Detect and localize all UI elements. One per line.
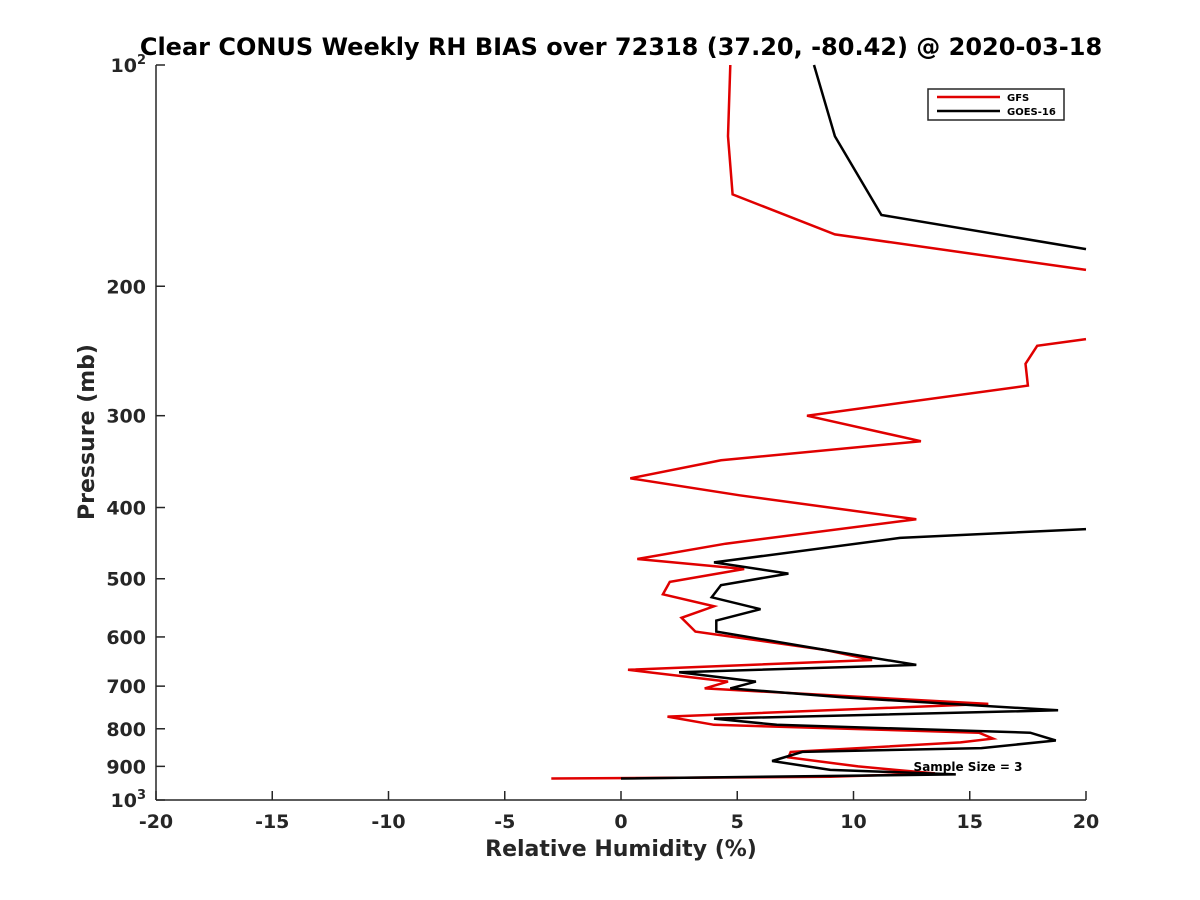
- y-tick-label: 300: [106, 406, 146, 428]
- y-tick-label: 900: [106, 756, 146, 778]
- y-tick-label: 102: [111, 53, 147, 77]
- series-line-goes-16-2: [620, 527, 1087, 780]
- x-tick-label: 0: [614, 811, 627, 833]
- x-tick-label: -5: [494, 811, 515, 833]
- y-tick-label: 200: [106, 276, 146, 298]
- y-tick-label: 500: [106, 569, 146, 591]
- x-tick-label: -15: [255, 811, 289, 833]
- y-tick-label: 400: [106, 498, 146, 520]
- sample-size-annotation: Sample Size = 3: [914, 760, 1023, 774]
- y-ticks: 102 200 300 400 500 600 700 800 900 103: [106, 53, 165, 812]
- x-tick-label: 5: [731, 811, 744, 833]
- x-tick-label: -10: [371, 811, 405, 833]
- chart-title: Clear CONUS Weekly RH BIAS over 72318 (3…: [140, 33, 1102, 61]
- x-tick-label: 15: [957, 811, 983, 833]
- series-line-goes-16-1: [812, 64, 1087, 251]
- x-tick-label: 20: [1073, 811, 1099, 833]
- legend-box: [927, 88, 1065, 121]
- y-tick-label: 800: [106, 719, 146, 741]
- x-tick-label: -20: [139, 811, 173, 833]
- legend-items: GFS GOES-16: [937, 93, 1056, 118]
- y-axis-label: Pressure (mb): [75, 344, 100, 520]
- legend-label-goes-16: GOES-16: [1007, 107, 1056, 118]
- series-line-gfs-1: [726, 64, 1087, 272]
- x-axis-label: Relative Humidity (%): [485, 837, 757, 862]
- y-tick-label: 700: [106, 676, 146, 698]
- legend: GFS GOES-16: [927, 88, 1065, 121]
- x-tick-label: 10: [840, 811, 866, 833]
- legend-label-gfs: GFS: [1007, 93, 1029, 104]
- series-line-gfs-2: [551, 337, 1087, 780]
- y-tick-label: 103: [111, 788, 147, 812]
- y-tick-label: 600: [106, 627, 146, 649]
- x-ticks: -20 -15 -10 -5 0 5 10 15 20: [139, 791, 1099, 833]
- series-layer: [551, 64, 1087, 780]
